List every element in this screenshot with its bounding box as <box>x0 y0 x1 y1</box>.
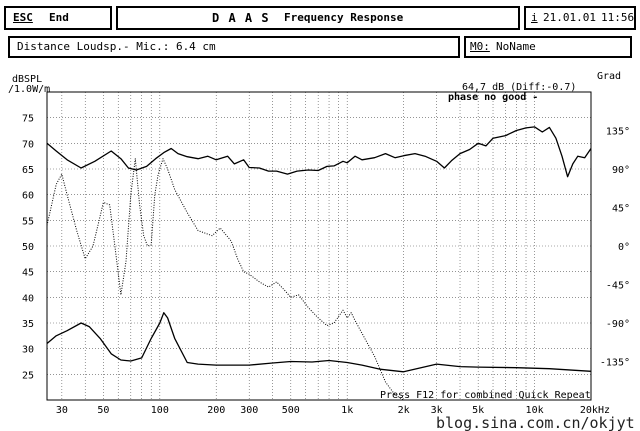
memo-box[interactable]: M0: NoName <box>464 36 632 58</box>
watermark: blog.sina.com.cn/okjyt <box>436 414 635 431</box>
x-tick-label: 300 <box>240 405 258 416</box>
phase-tick-label: 90° <box>612 165 630 176</box>
y-tick-label: 70 <box>22 139 34 150</box>
phase-tick-label: -135° <box>600 358 630 369</box>
series-layer <box>46 126 592 401</box>
esc-key-label: ESC <box>13 11 33 24</box>
date-box: i 21.01.01 11:56 <box>524 6 636 30</box>
page-title: Frequency Response <box>284 11 404 24</box>
series-line-1 <box>46 158 404 401</box>
distance-info: Distance Loudsp.- Mic.: 6.4 cm <box>8 36 460 58</box>
footer-hint: Press F12 for combined Quick Repeat <box>380 390 591 401</box>
end-label: End <box>49 11 69 24</box>
x-tick-label: 2k <box>398 405 410 416</box>
time-text: 11:56 <box>601 11 635 24</box>
y-tick-label: 75 <box>22 114 34 125</box>
phase-tick-label: 135° <box>606 127 630 138</box>
y-tick-label: 50 <box>22 242 34 253</box>
title-bar: D A A S Frequency Response <box>116 6 520 30</box>
y-tick-label: 65 <box>22 165 34 176</box>
phase-status: phase no good - <box>448 92 538 103</box>
distance-text: Distance Loudsp.- Mic.: 6.4 cm <box>17 40 216 53</box>
x-tick-label: 3k <box>431 405 443 416</box>
end-button[interactable]: ESC End <box>4 6 112 30</box>
y-tick-label: 60 <box>22 191 34 202</box>
y-axis-label-2: /1.0W/m <box>8 84 50 95</box>
y-tick-label: 25 <box>22 370 34 381</box>
date-text: 21.01.01 <box>543 11 596 24</box>
phase-tick-label: -90° <box>606 319 630 330</box>
grid <box>47 92 591 400</box>
phase-tick-label: 45° <box>612 204 630 215</box>
title-daas: D A A S <box>212 11 270 25</box>
plot-frame <box>46 91 592 401</box>
tick-labels: 75 70 65 60 55 50 45 40 35 30 25 135° 90° 45° 0° -45° -9… <box>22 114 630 416</box>
readout-value: 64,7 dB (Diff:-0.7) <box>462 82 576 93</box>
y-tick-label: 45 <box>22 268 34 279</box>
x-tick-label: 5k <box>472 405 484 416</box>
phase-tick-label: -45° <box>606 281 630 292</box>
y-axis-label-1: dBSPL <box>12 74 42 85</box>
x-tick-label: 20kHz <box>580 405 610 416</box>
right-axis-label: Grad <box>597 71 621 82</box>
y-tick-label: 30 <box>22 345 34 356</box>
x-tick-label: 1k <box>341 405 353 416</box>
x-tick-label: 10k <box>526 405 544 416</box>
series-line-0 <box>46 126 592 178</box>
x-tick-label: 200 <box>207 405 225 416</box>
y-tick-label: 35 <box>22 319 34 330</box>
memo-name: NoName <box>496 40 536 53</box>
series-line-2 <box>46 312 592 373</box>
info-key: i <box>531 11 538 24</box>
y-tick-label: 40 <box>22 293 34 304</box>
x-tick-label: 500 <box>282 405 300 416</box>
x-tick-label: 30 <box>56 405 68 416</box>
y-tick-label: 55 <box>22 216 34 227</box>
x-tick-label: 50 <box>97 405 109 416</box>
memo-key: M0: <box>470 40 490 53</box>
phase-tick-label: 0° <box>618 242 630 253</box>
x-tick-label: 100 <box>151 405 169 416</box>
